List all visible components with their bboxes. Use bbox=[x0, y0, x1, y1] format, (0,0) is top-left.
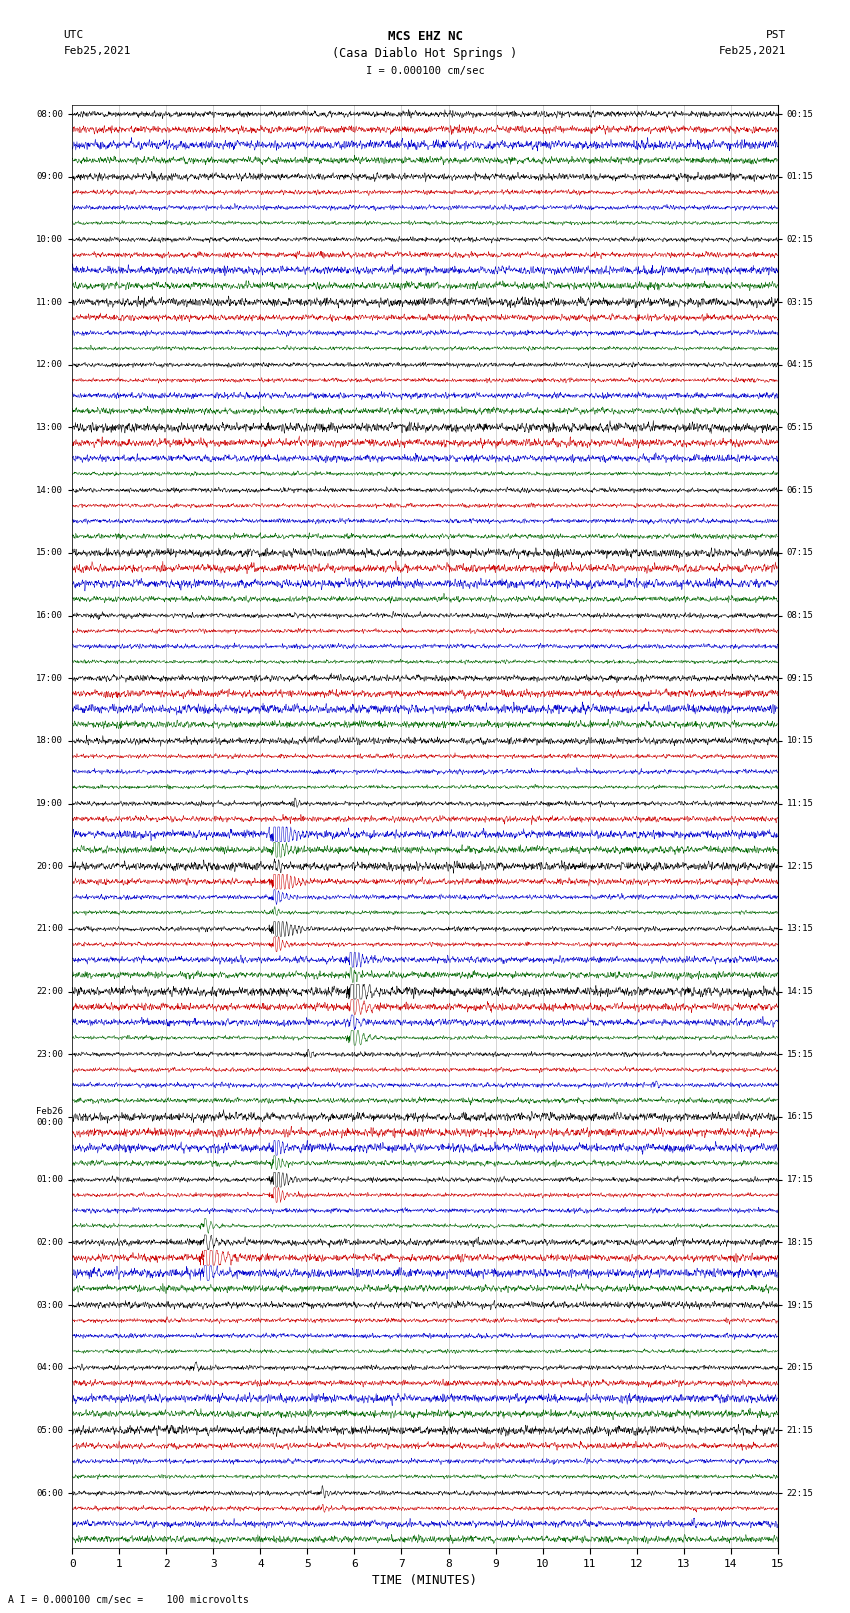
Text: (Casa Diablo Hot Springs ): (Casa Diablo Hot Springs ) bbox=[332, 47, 518, 60]
X-axis label: TIME (MINUTES): TIME (MINUTES) bbox=[372, 1574, 478, 1587]
Text: A I = 0.000100 cm/sec =    100 microvolts: A I = 0.000100 cm/sec = 100 microvolts bbox=[8, 1595, 249, 1605]
Text: Feb25,2021: Feb25,2021 bbox=[64, 47, 131, 56]
Text: Feb25,2021: Feb25,2021 bbox=[719, 47, 786, 56]
Text: MCS EHZ NC: MCS EHZ NC bbox=[388, 29, 462, 44]
Text: I = 0.000100 cm/sec: I = 0.000100 cm/sec bbox=[366, 66, 484, 76]
Text: PST: PST bbox=[766, 31, 786, 40]
Text: UTC: UTC bbox=[64, 31, 84, 40]
